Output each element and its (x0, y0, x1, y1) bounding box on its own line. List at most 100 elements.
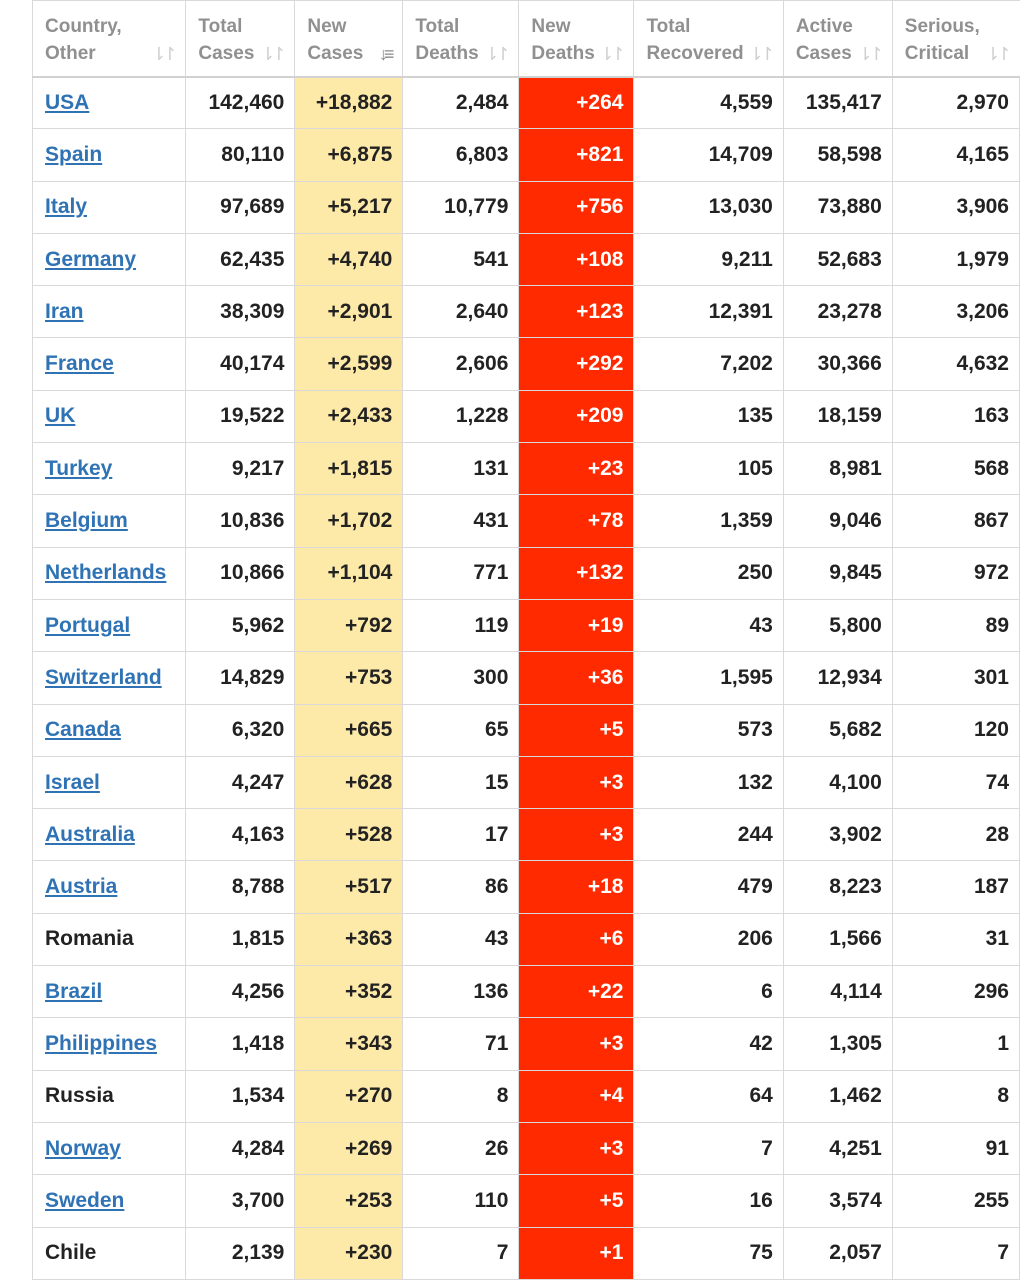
country-link[interactable]: Switzerland (45, 665, 162, 689)
country-link[interactable]: Turkey (45, 456, 113, 480)
country-cell: Norway (31, 1121, 187, 1176)
sort-icon[interactable]: ⇂↾ (748, 44, 775, 64)
active-cases-cell: 18,159 (782, 389, 893, 444)
country-link[interactable]: Australia (45, 822, 135, 846)
country-name: Chile (45, 1241, 97, 1265)
total-cases-cell: 19,522 (185, 389, 296, 444)
header-active-cases[interactable]: Active Cases ⇂↾ (782, 0, 893, 78)
total-recovered-cell: 1,595 (633, 651, 784, 705)
country-link[interactable]: France (45, 352, 114, 376)
total-deaths-cell: 2,640 (402, 285, 520, 339)
total-cases-cell: 9,217 (185, 442, 296, 496)
table-body: USA 142,460 +18,882 2,484 +264 4,559 135,417 2,… (31, 75, 1020, 1280)
new-cases-cell: +1,815 (294, 442, 404, 496)
header-new-cases[interactable]: New Cases ↓≡ (294, 0, 404, 78)
country-link[interactable]: Belgium (45, 509, 128, 533)
sort-icon[interactable]: ⇂↾ (599, 44, 625, 64)
header-active-cases-line1: Active (795, 16, 853, 37)
country-link[interactable]: Israel (45, 770, 100, 794)
new-deaths-cell: +19 (518, 598, 635, 653)
total-deaths-cell: 26 (402, 1121, 520, 1176)
new-deaths-cell: +4 (518, 1069, 635, 1123)
country-link[interactable]: Philippines (45, 1031, 158, 1055)
sort-icon[interactable]: ⇂↾ (484, 44, 510, 64)
total-recovered-cell: 244 (633, 808, 784, 862)
country-cell: Belgium (31, 494, 187, 548)
total-cases-cell: 2,139 (185, 1226, 296, 1280)
country-link[interactable]: Brazil (45, 979, 103, 1003)
country-link[interactable]: USA (45, 90, 90, 114)
active-cases-cell: 1,305 (782, 1017, 893, 1071)
new-deaths-cell: +123 (518, 285, 635, 339)
header-row: Country, Other ⇂↾ Total Cases ⇂↾ New Cas… (31, 0, 1020, 78)
total-cases-cell: 10,866 (185, 546, 296, 600)
table-row: Germany 62,435 +4,740 541 +108 9,211 52,683 1,9… (31, 232, 1020, 287)
new-deaths-cell: +3 (518, 1017, 635, 1071)
total-recovered-cell: 250 (633, 546, 784, 600)
total-recovered-cell: 9,211 (633, 232, 784, 287)
serious-critical-cell: 2,970 (891, 75, 1020, 130)
total-deaths-cell: 541 (402, 232, 520, 287)
sort-desc-icon[interactable]: ↓≡ (378, 44, 394, 64)
sort-icon[interactable]: ⇂↾ (985, 44, 1011, 64)
new-cases-cell: +4,740 (294, 232, 404, 287)
country-link[interactable]: Portugal (45, 613, 131, 637)
serious-critical-cell: 74 (891, 755, 1020, 810)
total-deaths-cell: 10,779 (402, 180, 520, 234)
header-country-line1: Country, (45, 16, 122, 37)
total-cases-cell: 4,284 (185, 1121, 296, 1176)
total-deaths-cell: 86 (402, 860, 520, 914)
total-cases-cell: 4,163 (185, 808, 296, 862)
coronavirus-stats-table: Country, Other ⇂↾ Total Cases ⇂↾ New Cas… (31, 0, 1020, 1280)
country-cell: Israel (31, 755, 187, 810)
country-name: Russia (45, 1084, 114, 1108)
header-country[interactable]: Country, Other ⇂↾ (31, 0, 187, 78)
table-row: Chile 2,139 +230 7 +1 75 2,057 7 (31, 1226, 1020, 1280)
country-cell: Switzerland (31, 651, 187, 705)
table-row: Iran 38,309 +2,901 2,640 +123 12,391 23,278 3,2… (31, 285, 1020, 339)
header-serious-critical[interactable]: Serious, Critical ⇂↾ (891, 0, 1020, 78)
country-cell: Turkey (31, 442, 187, 496)
active-cases-cell: 135,417 (782, 75, 893, 130)
header-total-deaths[interactable]: Total Deaths ⇂↾ (402, 0, 520, 78)
new-deaths-cell: +3 (518, 1121, 635, 1176)
header-new-deaths[interactable]: New Deaths ⇂↾ (518, 0, 635, 78)
new-cases-cell: +269 (294, 1121, 404, 1176)
header-total-cases[interactable]: Total Cases ⇂↾ (185, 0, 296, 78)
total-deaths-cell: 131 (402, 442, 520, 496)
header-active-cases-line2: Cases (795, 43, 852, 64)
country-link[interactable]: Austria (45, 875, 118, 899)
country-link[interactable]: Netherlands (45, 561, 167, 585)
country-link[interactable]: Iran (45, 299, 84, 323)
sort-icon[interactable]: ⇂↾ (260, 44, 286, 64)
new-deaths-cell: +22 (518, 965, 635, 1019)
serious-critical-cell: 120 (891, 703, 1020, 757)
total-recovered-cell: 64 (633, 1069, 784, 1123)
serious-critical-cell: 89 (891, 598, 1020, 653)
sort-icon[interactable]: ⇂↾ (151, 44, 177, 64)
total-deaths-cell: 43 (402, 912, 520, 967)
new-cases-cell: +1,702 (294, 494, 404, 548)
total-cases-cell: 97,689 (185, 180, 296, 234)
total-deaths-cell: 136 (402, 965, 520, 1019)
country-cell: Germany (31, 232, 187, 287)
country-link[interactable]: Norway (45, 1136, 121, 1160)
table-row: Belgium 10,836 +1,702 431 +78 1,359 9,046 867 (31, 494, 1020, 548)
total-deaths-cell: 7 (402, 1226, 520, 1280)
total-recovered-cell: 75 (633, 1226, 784, 1280)
total-recovered-cell: 479 (633, 860, 784, 914)
total-deaths-cell: 771 (402, 546, 520, 600)
header-total-recovered[interactable]: Total Recovered ⇂↾ (633, 0, 784, 78)
new-cases-cell: +528 (294, 808, 404, 862)
new-cases-cell: +253 (294, 1174, 404, 1228)
sort-icon[interactable]: ⇂↾ (857, 44, 884, 64)
country-link[interactable]: Italy (45, 195, 88, 219)
total-recovered-cell: 105 (633, 442, 784, 496)
country-link[interactable]: Canada (45, 718, 121, 742)
country-link[interactable]: Sweden (45, 1188, 125, 1212)
country-link[interactable]: UK (45, 404, 76, 428)
active-cases-cell: 9,845 (782, 546, 893, 600)
new-deaths-cell: +18 (518, 860, 635, 914)
country-link[interactable]: Germany (45, 247, 137, 271)
country-link[interactable]: Spain (45, 142, 103, 166)
